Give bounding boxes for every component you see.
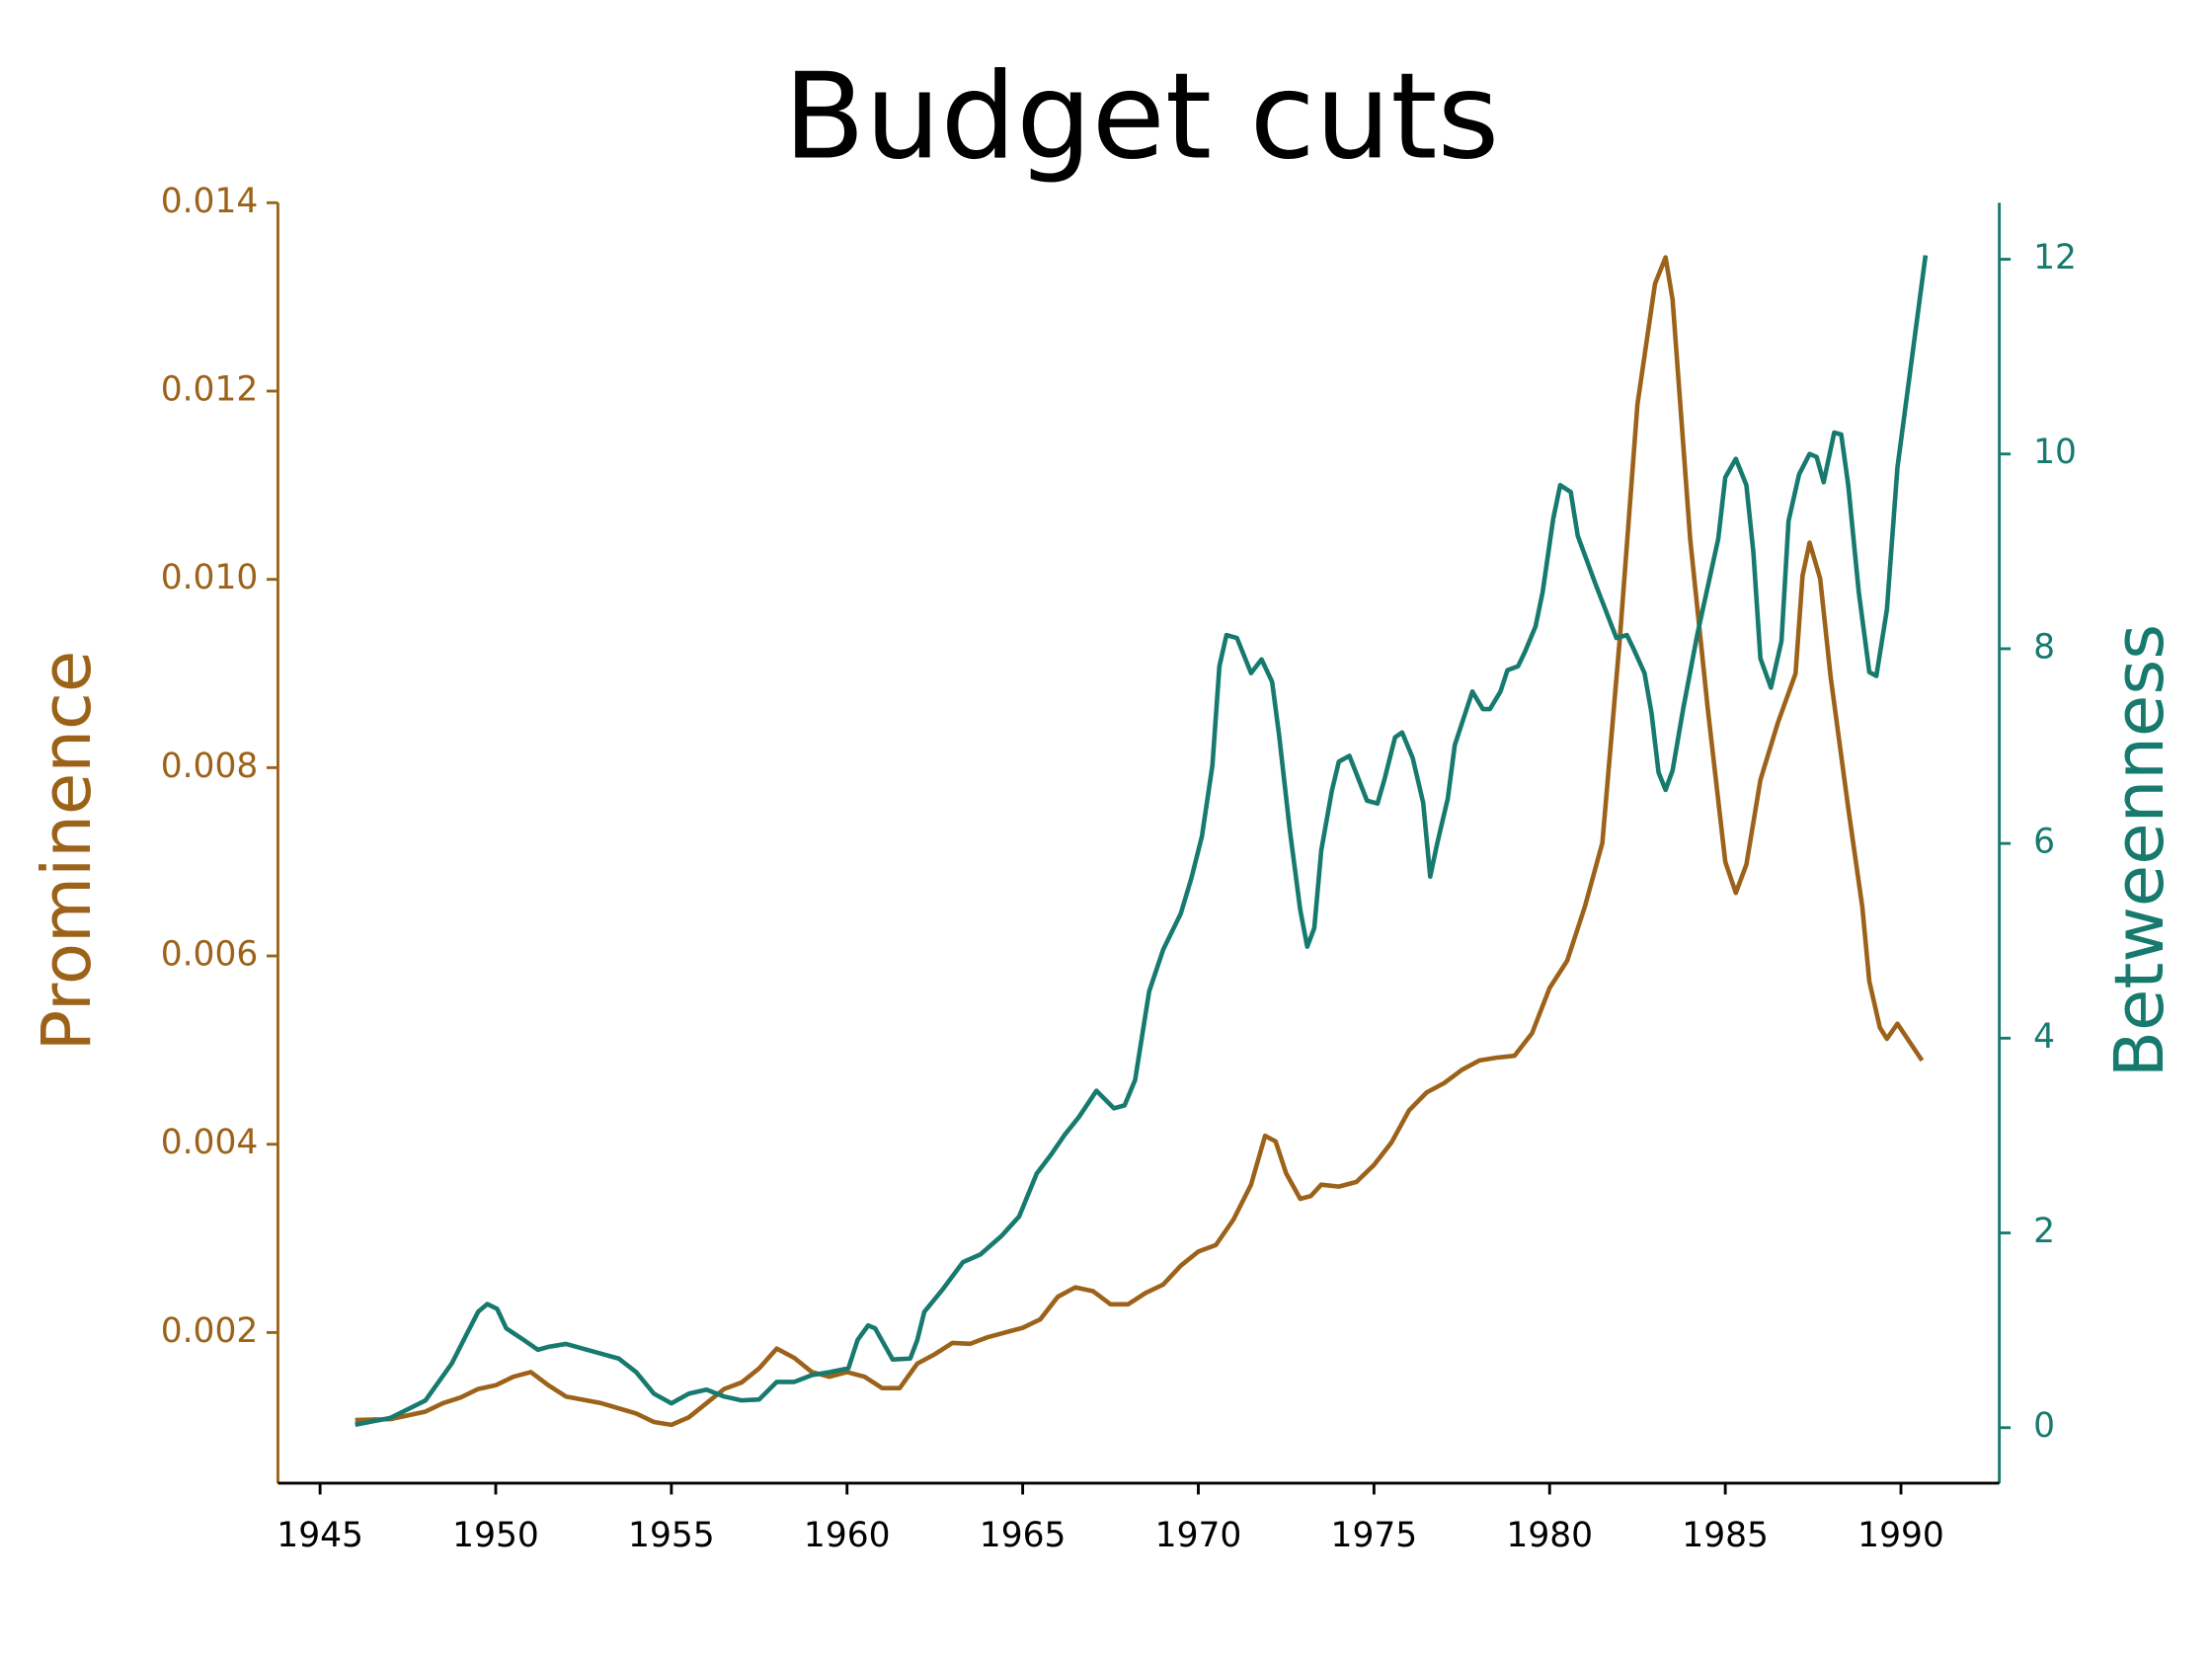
x-tick-label: 1950 <box>452 1516 539 1555</box>
x-tick-label: 1985 <box>1682 1516 1769 1555</box>
y-tick-label: 0.004 <box>161 1123 259 1162</box>
x-tick-label: 1980 <box>1506 1516 1593 1555</box>
x-tick-label: 1960 <box>804 1516 891 1555</box>
y2-tick-label: 10 <box>2033 433 2077 472</box>
y-tick-label: 0.012 <box>161 370 259 410</box>
y2-tick-label: 6 <box>2033 823 2055 862</box>
y-tick-label: 0.002 <box>161 1311 259 1351</box>
y-axis-label: Prominence <box>28 651 107 1052</box>
chart-title: Budget cuts <box>783 48 1499 187</box>
x-tick-label: 1945 <box>276 1516 363 1555</box>
line-series <box>355 255 1929 1428</box>
y-tick-label: 0.006 <box>161 935 259 975</box>
x-tick-label: 1970 <box>1155 1516 1242 1555</box>
y2-tick-label: 4 <box>2033 1017 2055 1057</box>
y2-tick-label: 2 <box>2033 1212 2055 1251</box>
y-tick-label: 0.010 <box>161 558 259 597</box>
x-tick-label: 1975 <box>1331 1516 1418 1555</box>
y2-tick-label: 0 <box>2033 1406 2055 1446</box>
y-tick-label: 0.014 <box>161 182 259 221</box>
y-tick-label: 0.008 <box>161 747 259 786</box>
y2-tick-label: 12 <box>2033 238 2077 277</box>
y2-axis-label: Betweenness <box>2100 624 2179 1077</box>
x-tick-label: 1990 <box>1857 1516 1944 1555</box>
y2-tick-label: 8 <box>2033 627 2055 667</box>
line-series <box>355 255 1925 1428</box>
x-tick-label: 1955 <box>628 1516 715 1555</box>
x-tick-label: 1965 <box>980 1516 1066 1555</box>
